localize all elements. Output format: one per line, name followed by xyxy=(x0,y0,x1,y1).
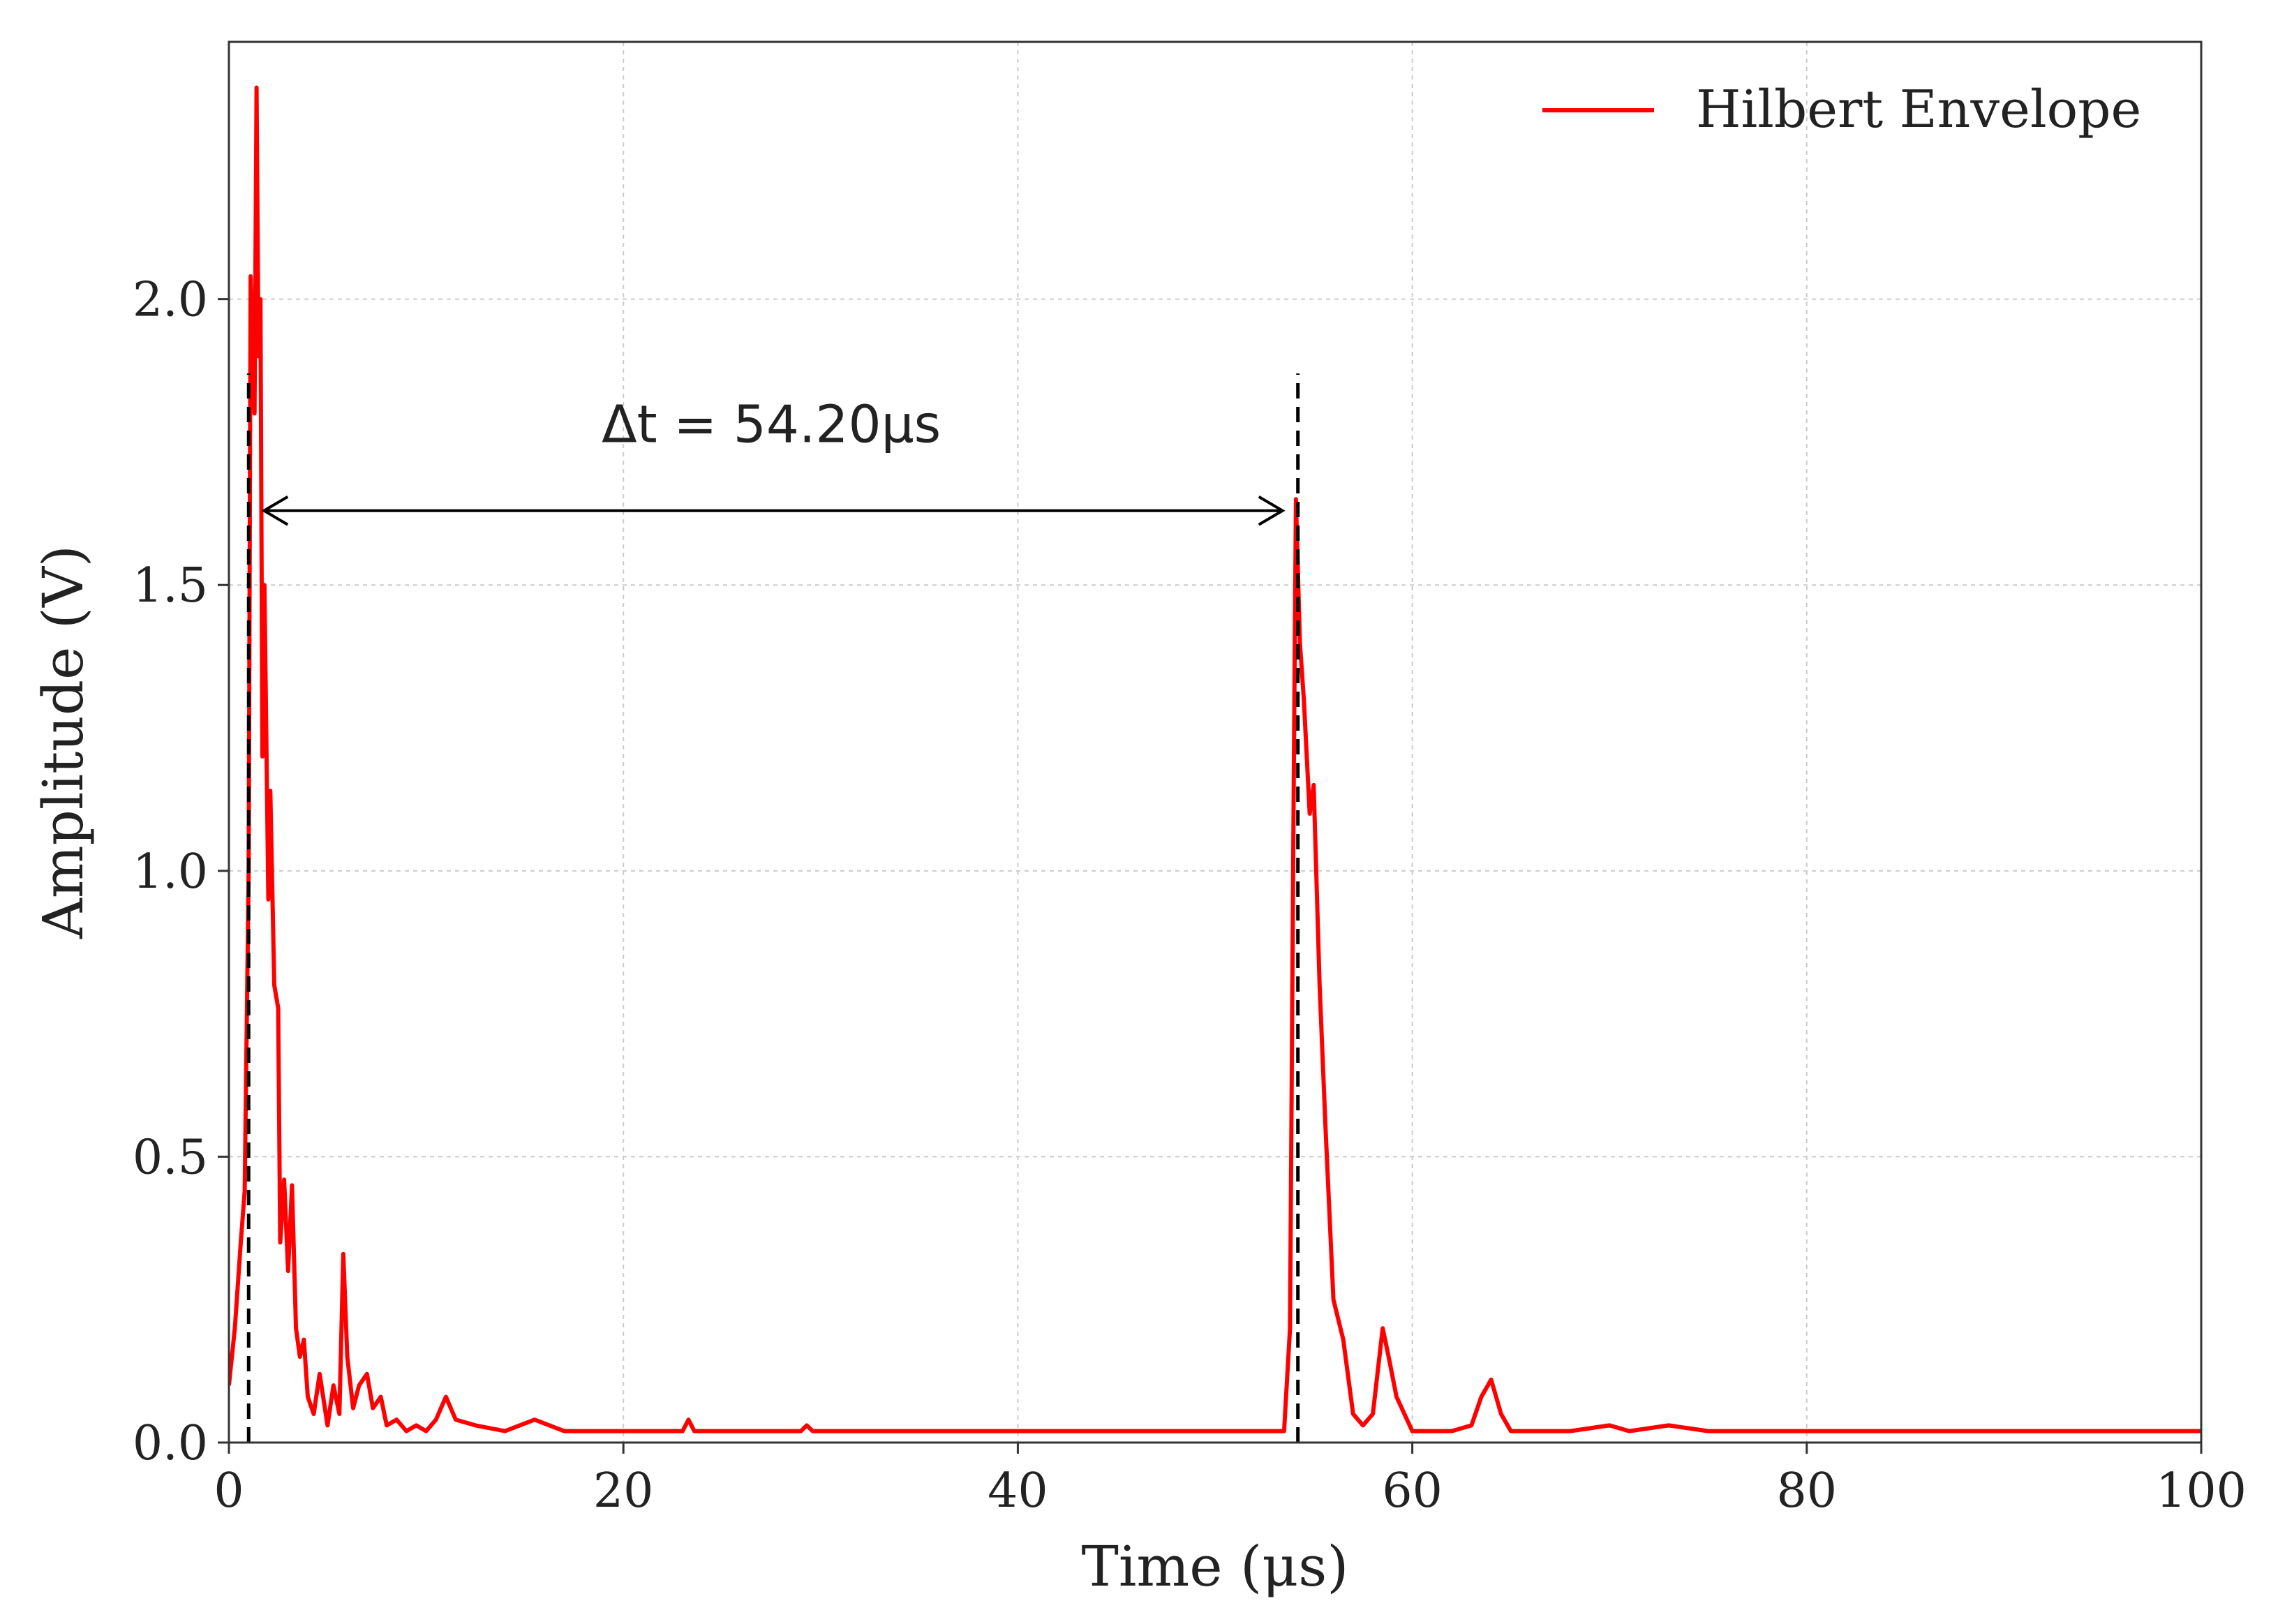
x-tick-label: 80 xyxy=(1777,1463,1838,1519)
y-tick-label: 0.5 xyxy=(133,1130,208,1185)
grid-lines xyxy=(229,42,2201,1443)
y-tick-label: 1.0 xyxy=(133,844,208,900)
series-line-hilbert-envelope xyxy=(229,85,2201,1433)
annotation-delta-t-label: Δt = 54.20μs xyxy=(602,394,941,454)
annotation-arrow-head-left xyxy=(261,496,289,526)
annotations: Δt = 54.20μs xyxy=(246,373,1300,1443)
x-axis-label: Time (μs) xyxy=(1081,1534,1348,1599)
annotation-arrow-head-right xyxy=(1258,496,1286,526)
x-tick-label: 60 xyxy=(1382,1463,1443,1519)
y-axis-label: Amplitude (V) xyxy=(31,545,96,939)
y-tick-label: 2.0 xyxy=(133,273,208,328)
x-tick-label: 100 xyxy=(2156,1463,2247,1519)
x-tick-label: 20 xyxy=(593,1463,654,1519)
y-axis-ticks: 0.0 0.5 1.0 1.5 2.0 xyxy=(133,273,229,1471)
axes-frame xyxy=(228,40,2203,1444)
x-axis-ticks: 0 20 40 60 80 100 xyxy=(214,1443,2247,1519)
x-tick-label: 40 xyxy=(988,1463,1048,1519)
legend: Hilbert Envelope xyxy=(1542,80,2141,140)
y-tick-label: 0.0 xyxy=(133,1416,208,1471)
plot-area xyxy=(229,42,2201,1443)
y-tick-label: 1.5 xyxy=(133,558,208,613)
x-tick-label: 0 xyxy=(214,1463,244,1519)
legend-label-hilbert-envelope: Hilbert Envelope xyxy=(1696,80,2141,140)
